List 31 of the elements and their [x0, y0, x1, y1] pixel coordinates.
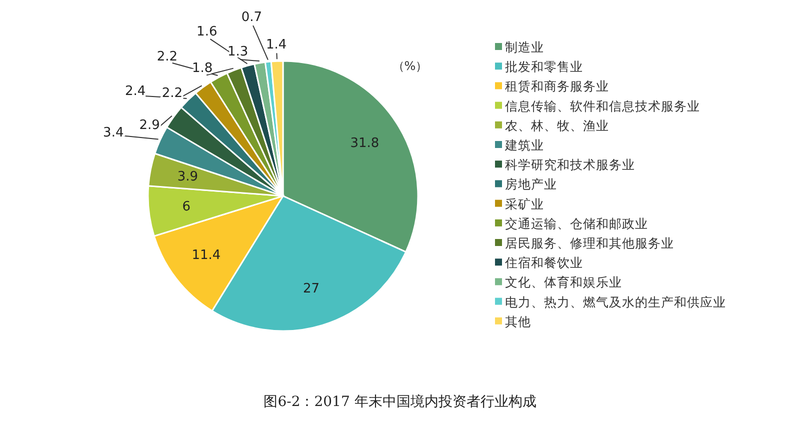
data-label: 2.4 [125, 84, 146, 99]
legend-label: 住宿和餐饮业 [504, 255, 583, 270]
legend-label: 制造业 [505, 40, 544, 54]
data-label: 11.4 [192, 248, 221, 264]
legend-label: 房地产业 [505, 176, 557, 192]
data-label: 2.9 [139, 118, 160, 133]
legend-label: 其他 [505, 314, 531, 329]
legend-label: 批发和零售业 [505, 59, 583, 74]
legend-label: 文化、体育和娱乐业 [505, 274, 622, 290]
data-label: 2.2 [156, 49, 178, 64]
data-label: 1.4 [266, 38, 287, 53]
data-label: 6 [182, 199, 191, 214]
data-label: 3.4 [103, 125, 124, 140]
data-label: 31.8 [350, 136, 380, 151]
legend-label: 建筑业 [504, 138, 544, 152]
legend-label: 居民服务、修理和其他服务业 [505, 236, 674, 250]
data-label: 1.6 [196, 24, 218, 40]
text: （%） [392, 59, 428, 73]
data-label: 3.9 [177, 169, 198, 184]
legend-label: 电力、热力、燃气及水的生产和供应业 [505, 294, 726, 310]
legend-label: 租赁和商务服务业 [505, 78, 609, 94]
legend-label: 信息传输、软件和信息技术服务业 [505, 98, 700, 114]
legend-label: 农、林、牧、渔业 [505, 118, 609, 133]
data-label: 1.3 [227, 44, 248, 60]
text: 图6-2：2017 年末中国境内投资者行业构成 [264, 394, 536, 410]
data-label: 0.7 [241, 10, 262, 26]
legend-label: 科学研究和技术服务业 [505, 157, 635, 172]
legend-label: 交通运输、仓储和邮政业 [505, 216, 648, 231]
legend-label: 采矿业 [505, 196, 544, 212]
data-label: 27 [303, 281, 320, 296]
data-label: 2.2 [162, 86, 183, 101]
